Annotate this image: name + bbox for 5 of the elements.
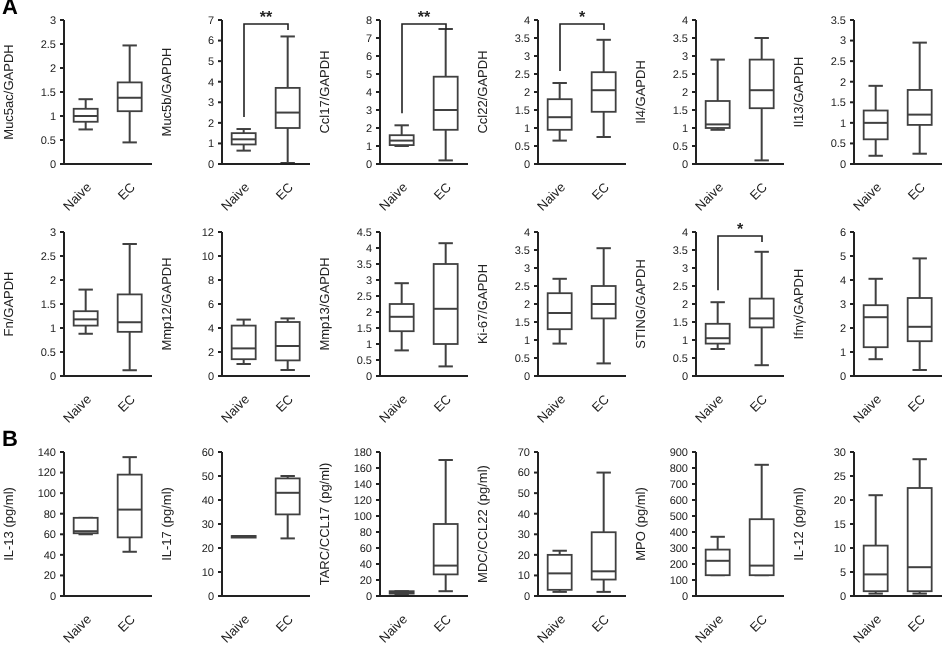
annotation: ** bbox=[259, 8, 274, 26]
chart-title: B bbox=[2, 428, 18, 452]
annotation: ** bbox=[417, 8, 432, 26]
annotation: * bbox=[578, 8, 587, 26]
annotation: * bbox=[736, 220, 745, 238]
